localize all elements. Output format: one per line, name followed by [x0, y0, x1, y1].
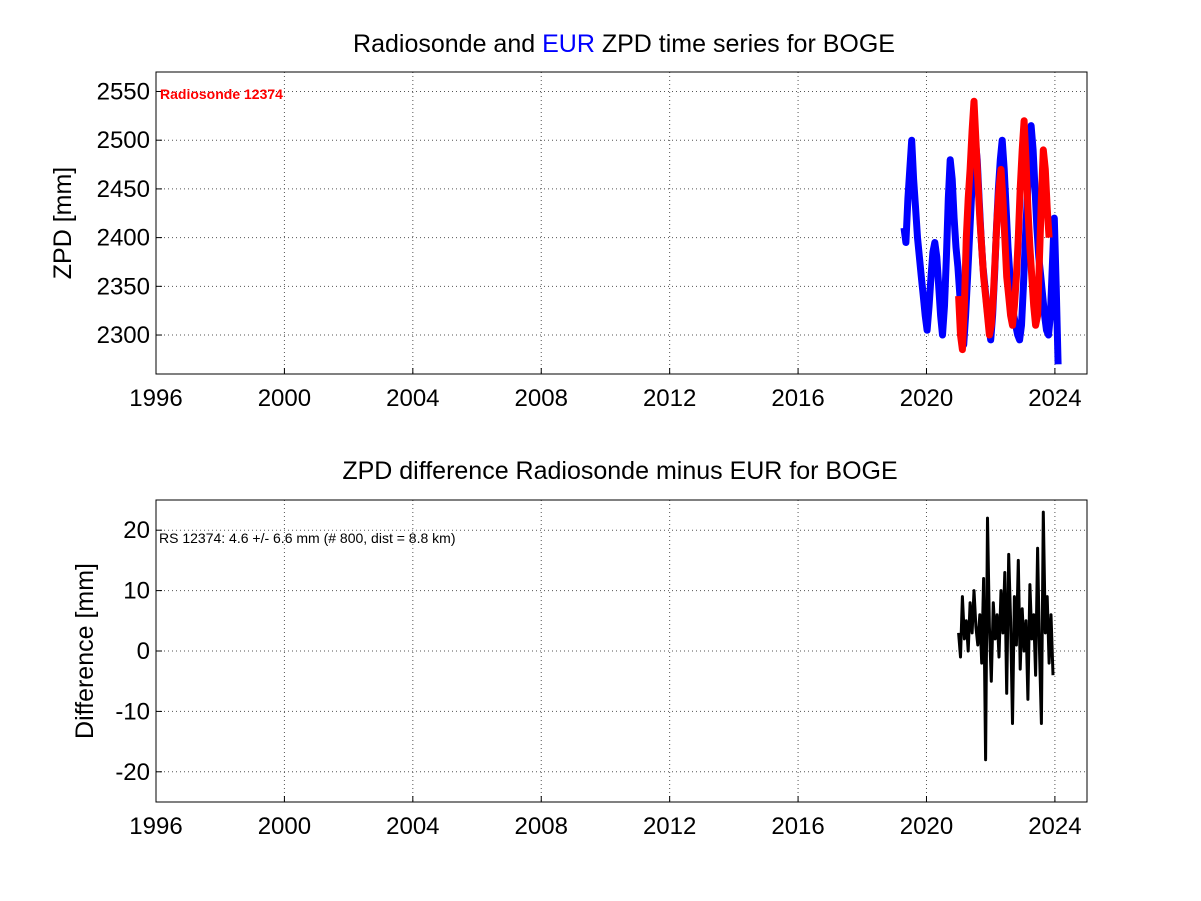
bottom-xtick-label: 1996 — [129, 813, 182, 840]
bottom-xtick-label: 2016 — [771, 813, 824, 840]
bottom-ytick-label: 20 — [123, 517, 150, 544]
top-title-part-2: EUR — [542, 30, 595, 58]
bottom-xtick-label: 2012 — [643, 813, 696, 840]
top-ytick-label: 2350 — [97, 273, 150, 300]
bottom-ytick-label: -10 — [115, 698, 150, 725]
bottom-tick-labels: 1996 2000 2004 2008 2012 2016 2020 2024 -20 -10 0 1… — [115, 517, 1081, 840]
top-tick-labels: 1996 2000 2004 2008 2012 2016 2020 2024 2300 2350… — [97, 78, 1082, 412]
bottom-ytick-label: -20 — [115, 759, 150, 786]
top-ytick-label: 2400 — [97, 225, 150, 252]
top-xtick-label: 2020 — [900, 385, 953, 412]
top-ytick-label: 2500 — [97, 127, 150, 154]
top-xtick-label: 2004 — [386, 385, 439, 412]
top-ytick-label: 2550 — [97, 78, 150, 105]
top-xtick-label: 2016 — [771, 385, 824, 412]
bottom-xtick-label: 2008 — [515, 813, 568, 840]
bottom-y-axis-label: Difference [mm] — [71, 563, 99, 739]
top-xtick-label: 1996 — [129, 385, 182, 412]
bottom-series-line-1 — [957, 510, 1055, 762]
bottom-xtick-label: 2004 — [386, 813, 439, 840]
top-title-part-3: ZPD time series for BOGE — [595, 30, 895, 58]
top-xtick-label: 2000 — [258, 385, 311, 412]
bottom-ytick-label: 0 — [137, 638, 150, 665]
top-chart-title: Radiosonde and EUR ZPD time series for B… — [353, 30, 895, 58]
bottom-xtick-label: 2020 — [900, 813, 953, 840]
bottom-ytick-label: 10 — [123, 578, 150, 605]
top-series-group — [900, 97, 1062, 365]
top-ytick-label: 2300 — [97, 322, 150, 349]
top-xtick-label: 2012 — [643, 385, 696, 412]
top-ytick-label: 2450 — [97, 176, 150, 203]
bottom-chart-title: ZPD difference Radiosonde minus EUR for … — [342, 457, 897, 485]
zpd-time-series-panel: Radiosonde and EUR ZPD time series for B… — [49, 30, 1088, 412]
bottom-xtick-label: 2000 — [258, 813, 311, 840]
top-plot-frame — [155, 71, 1088, 375]
bottom-xtick-label: 2024 — [1028, 813, 1081, 840]
top-xtick-label: 2008 — [515, 385, 568, 412]
top-series-line-2 — [955, 97, 1053, 354]
top-title-part-1: Radiosonde and — [353, 30, 542, 58]
top-y-axis-label: ZPD [mm] — [49, 167, 77, 280]
top-annotation: Radiosonde 12374 — [160, 86, 283, 102]
bottom-series-group — [957, 510, 1055, 762]
top-xtick-label: 2024 — [1028, 385, 1081, 412]
bottom-annotation: RS 12374: 4.6 +/- 6.6 mm (# 800, dist = … — [159, 530, 455, 546]
zpd-difference-panel: ZPD difference Radiosonde minus EUR for … — [71, 457, 1088, 840]
